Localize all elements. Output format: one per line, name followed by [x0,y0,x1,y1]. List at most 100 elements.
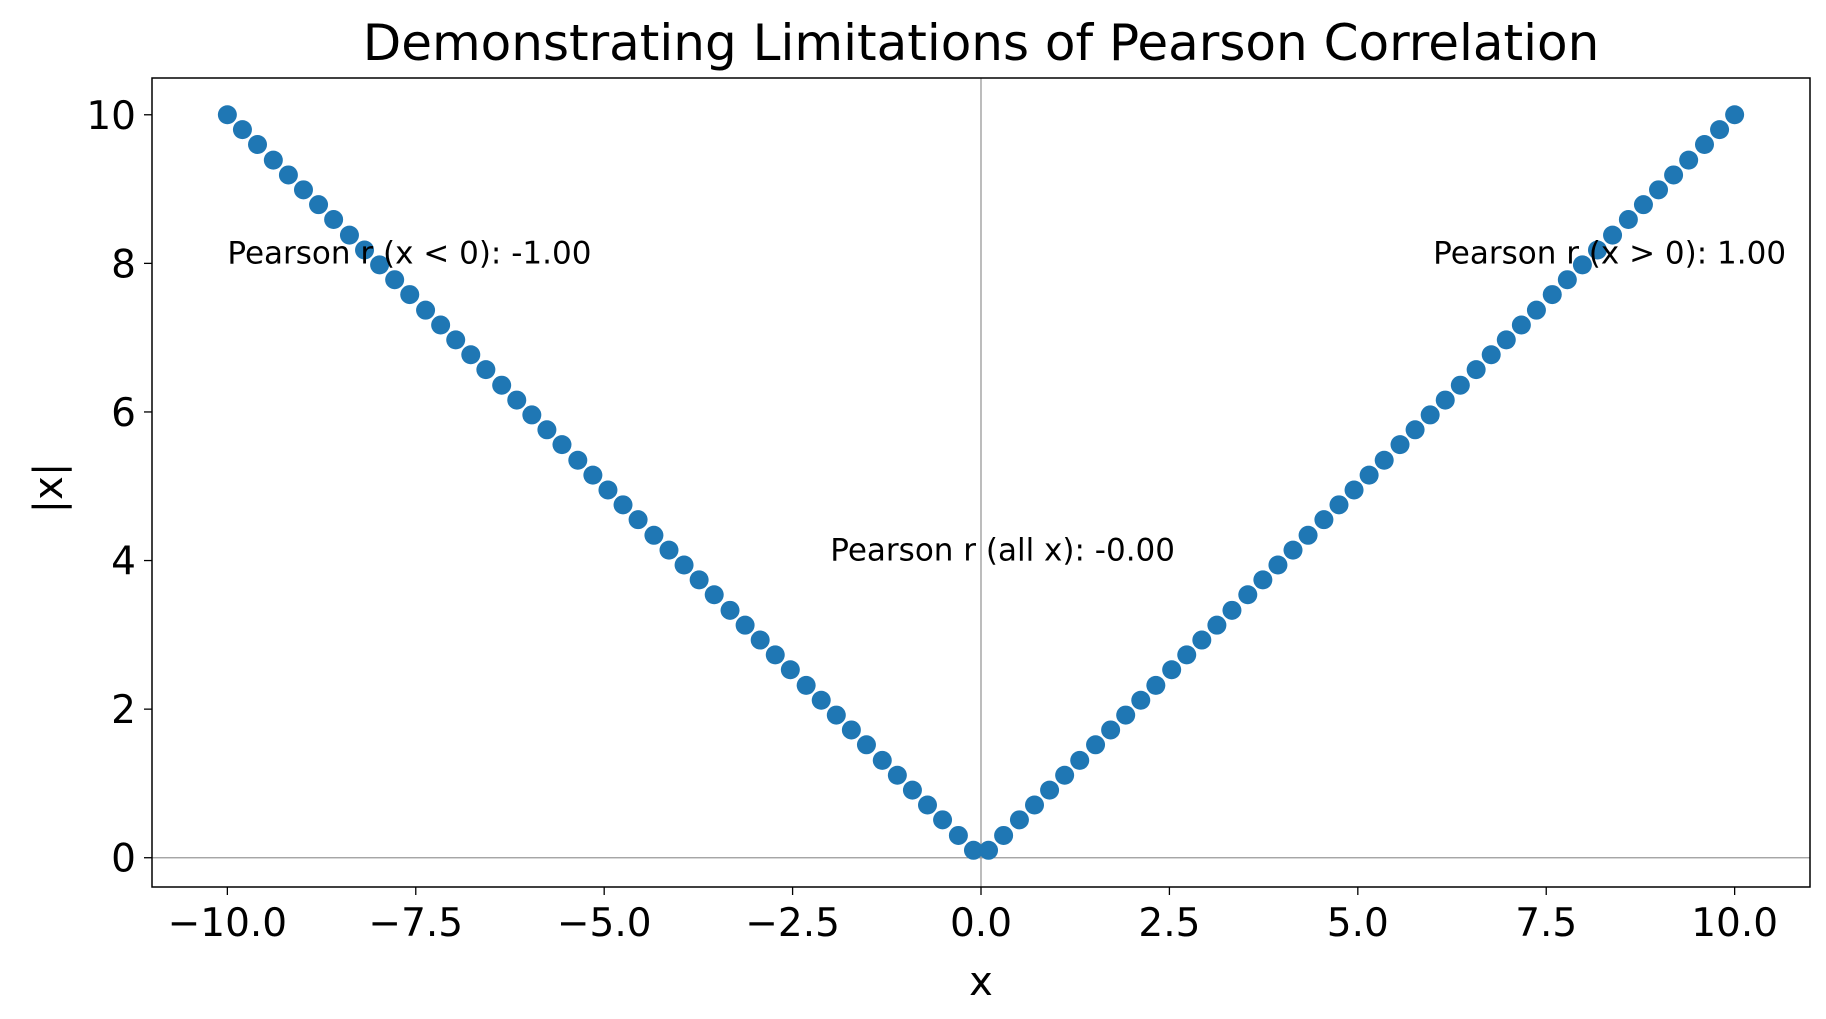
point [948,825,968,845]
point [902,780,922,800]
point [1207,615,1227,635]
y-tick-label: 2 [111,688,136,733]
point [339,225,359,245]
y-tick-label: 10 [86,94,136,139]
point [796,675,816,695]
point [1633,195,1653,215]
point [1146,675,1166,695]
point [507,390,527,410]
point [1116,705,1136,725]
point [552,435,572,455]
point [248,134,268,154]
point [1420,405,1440,425]
annotation: Pearson r (all x): -0.00 [830,533,1175,569]
point [522,405,542,425]
point [309,195,329,215]
point [1725,105,1745,125]
point [1435,390,1455,410]
point [1618,210,1638,230]
point [1238,585,1258,605]
point [1162,660,1182,680]
point [1344,480,1364,500]
plot-frame [151,77,1811,888]
point [355,240,375,260]
point [1572,255,1592,275]
point [1374,450,1394,470]
point [1359,465,1379,485]
chart-title: Demonstrating Limitations of Pearson Cor… [363,14,1600,72]
point [1253,570,1273,590]
point [780,660,800,680]
point [370,255,390,275]
point [826,705,846,725]
point [232,120,252,140]
point [568,450,588,470]
point [1664,165,1684,185]
point [1070,750,1090,770]
point [385,270,405,290]
point [735,615,755,635]
point [1177,645,1197,665]
point [1481,345,1501,365]
point [1496,330,1516,350]
point [765,645,785,665]
x-tick-label: −5.0 [557,901,652,946]
annotation: Pearson r (x > 0): 1.00 [1433,235,1786,271]
point [1329,495,1349,515]
point [1086,735,1106,755]
x-tick-label: −2.5 [745,901,840,946]
point [1603,225,1623,245]
y-tick-label: 0 [111,837,136,882]
point [1679,150,1699,170]
point [1131,690,1151,710]
x-axis-label: x [969,959,993,1005]
point [278,165,298,185]
point [446,330,466,350]
point [994,825,1014,845]
point [689,570,709,590]
x-tick-label: 5.0 [1327,901,1389,946]
y-tick-label: 4 [111,540,136,585]
point [217,105,237,125]
point [917,795,937,815]
point [1101,720,1121,740]
point [1450,375,1470,395]
point [750,630,770,650]
point [583,465,603,485]
point [1314,510,1334,530]
point [400,285,420,305]
point [1298,525,1318,545]
x-tick-label: 2.5 [1138,901,1200,946]
point [979,840,999,860]
point [431,315,451,335]
point [613,495,633,515]
point [1222,600,1242,620]
point [1694,134,1714,154]
point [933,810,953,830]
point [1390,435,1410,455]
point [963,840,983,860]
point [598,480,618,500]
point [841,720,861,740]
x-tick-label: 0.0 [950,901,1012,946]
point [293,180,313,200]
point [461,345,481,365]
point [1405,420,1425,440]
point [1511,315,1531,335]
point [1268,555,1288,575]
point [1040,780,1060,800]
point [811,690,831,710]
y-tick-label: 6 [111,391,136,436]
point [263,150,283,170]
point [1710,120,1730,140]
y-axis-label: |x| [26,463,72,514]
point [1009,810,1029,830]
point [856,735,876,755]
x-tick-label: 7.5 [1515,901,1577,946]
point [887,765,907,785]
x-tick-label: 10.0 [1691,901,1778,946]
x-tick-label: −10.0 [168,901,288,946]
point [537,420,557,440]
point [1055,765,1075,785]
